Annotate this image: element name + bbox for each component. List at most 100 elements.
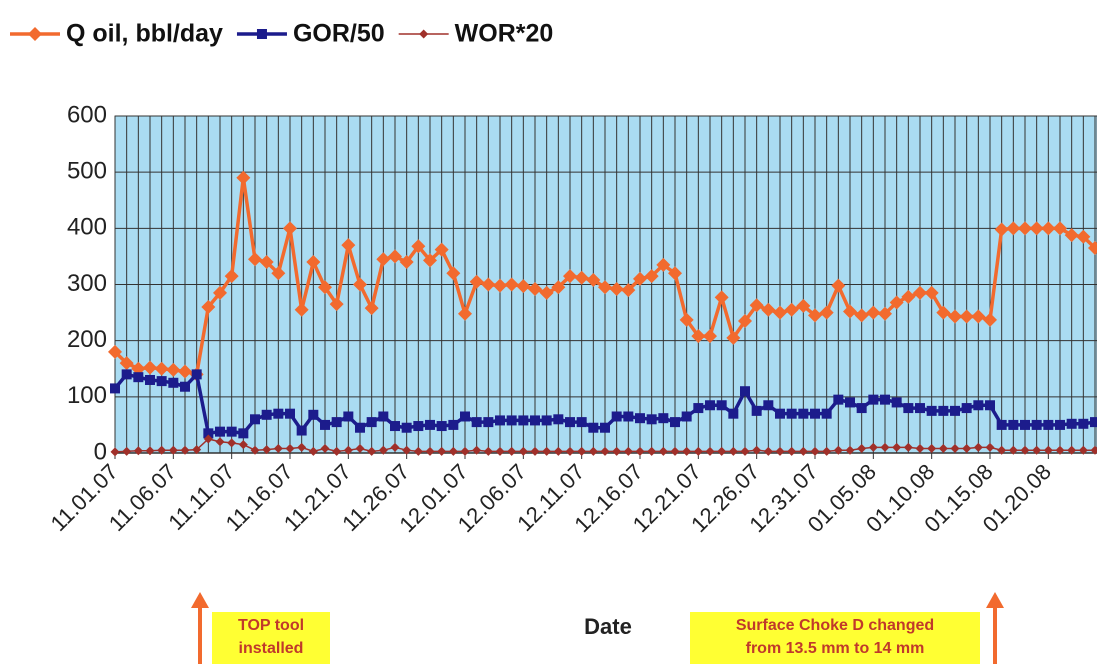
marker [236,170,251,185]
marker [938,444,948,454]
marker [633,271,647,286]
marker [913,285,927,300]
marker [798,446,808,456]
marker [285,408,295,419]
annotation-text: Surface Choke D changed [736,617,934,634]
marker [1053,221,1067,236]
y-tick-label: 200 [67,326,107,353]
marker [423,253,437,268]
marker [318,280,332,295]
marker [787,446,797,456]
marker [541,415,552,426]
marker [1055,445,1065,455]
marker [983,312,997,327]
marker [831,278,846,293]
marker [810,446,820,456]
marker [436,421,447,432]
marker [355,422,365,433]
marker [343,411,354,422]
marker [691,329,706,344]
marker [401,422,412,433]
marker [833,445,843,455]
marker [215,426,225,437]
marker [1078,445,1088,455]
annotation-text: TOP tool [238,617,304,634]
marker [551,280,566,295]
marker [728,446,738,456]
marker [740,446,750,456]
marker [157,445,167,455]
y-tick-label: 400 [67,214,107,241]
marker [845,445,855,455]
marker [891,397,902,408]
marker [681,411,692,422]
marker [378,445,388,455]
marker [845,397,855,408]
marker [693,446,703,456]
marker [752,445,762,455]
marker [1020,419,1030,430]
marker [1008,445,1018,455]
marker [705,446,715,456]
y-tick-label: 600 [67,101,107,128]
marker [763,400,774,411]
marker [108,344,122,359]
annotation-arrowhead [986,592,1004,608]
marker [248,252,262,267]
marker [156,376,167,387]
marker [402,445,412,455]
marker [609,281,624,296]
marker [191,369,202,380]
marker [856,403,867,414]
marker [924,285,939,300]
marker [425,446,435,456]
marker [119,356,134,371]
marker [786,408,797,419]
marker [761,302,776,317]
marker [985,400,995,411]
marker [518,415,529,426]
marker [506,415,517,426]
marker [448,419,459,430]
marker [880,442,890,452]
marker [213,285,227,300]
marker [238,428,249,439]
marker [539,285,554,300]
marker [971,309,986,324]
marker [854,308,869,323]
marker [227,438,237,448]
marker [296,425,307,436]
marker [273,444,283,454]
y-tick-label: 0 [94,438,107,465]
marker [784,302,799,317]
marker [481,277,496,292]
marker [226,426,237,437]
marker [901,289,916,304]
annotation-box [690,612,980,664]
y-tick-label: 300 [67,270,107,297]
marker [460,446,470,456]
marker [714,290,729,305]
marker [973,400,984,411]
marker [576,417,587,428]
marker [308,409,319,420]
marker [353,277,367,292]
marker [810,408,820,419]
marker [670,446,680,456]
marker [448,446,458,456]
marker [399,255,414,270]
marker [1078,418,1089,429]
marker [495,415,505,426]
marker [133,446,143,456]
marker [472,445,482,455]
marker [878,306,892,321]
marker [250,445,260,455]
marker [425,419,435,430]
marker [621,283,636,298]
marker [703,329,717,344]
marker [145,446,155,456]
marker [224,269,239,284]
annotation-text: installed [239,640,304,657]
marker [577,446,587,456]
marker [413,421,424,432]
